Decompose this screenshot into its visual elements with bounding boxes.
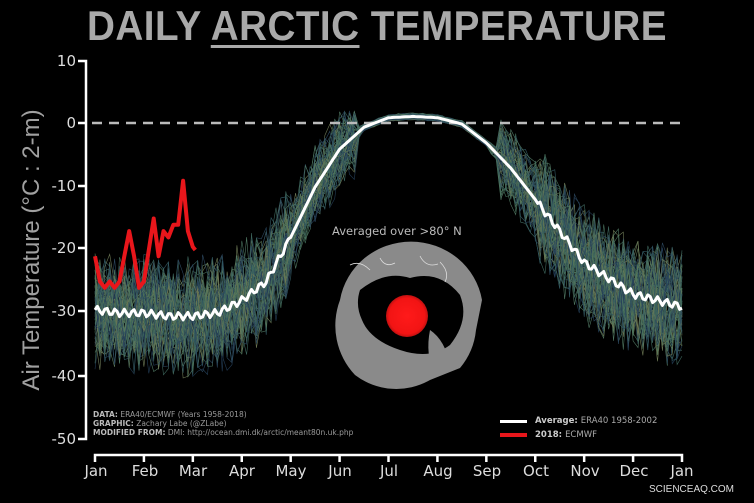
title-underlined: ARCTIC (210, 2, 360, 49)
watermark: SCIENCEAQ.COM (648, 484, 734, 495)
x-tick-label: Nov (570, 462, 600, 480)
average-line (93, 114, 683, 322)
y-tick-label: -40 (51, 367, 77, 385)
legend-swatch-average (500, 419, 527, 423)
y-axis-line (78, 59, 88, 441)
x-tick-label: Feb (131, 462, 159, 480)
legend: Average: ERA40 1958-2002 2018: ECMWF (500, 414, 657, 442)
legend-swatch-2018 (500, 433, 527, 437)
x-tick-label: Jul (379, 462, 399, 480)
x-tick-label: May (275, 462, 307, 480)
x-tick-label: Mar (178, 462, 208, 480)
y-axis-ticks (78, 121, 86, 378)
arctic-map (335, 241, 482, 389)
legend-item-average: Average: ERA40 1958-2002 (500, 414, 657, 428)
x-tick-label: Dec (619, 462, 649, 480)
x-tick-label: Jan (84, 462, 108, 480)
x-tick-label: Sep (472, 462, 502, 480)
x-axis-ticks (142, 455, 635, 462)
credits-block: DATA: ERA40/ECMWF (Years 1958-2018) GRAP… (93, 410, 353, 437)
y-tick-label: 10 (56, 52, 76, 70)
map-annotation: Averaged over >80° N (332, 224, 462, 238)
credits-modified: MODIFIED FROM: DMI: http://ocean.dmi.dk/… (93, 428, 354, 437)
credits-data: DATA: ERA40/ECMWF (Years 1958-2018) (93, 410, 247, 419)
region-marker-circle (386, 295, 428, 337)
y-tick-label: -20 (51, 239, 77, 257)
x-tick-label: Oct (523, 462, 549, 480)
y-tick-label: -30 (51, 302, 77, 320)
title-suffix: TEMPERATURE (370, 2, 667, 49)
y-tick-label: -50 (51, 430, 77, 448)
title-prefix: DAILY (87, 2, 201, 49)
x-tick-label: Apr (229, 462, 255, 480)
y-tick-label: -10 (51, 177, 77, 195)
legend-item-2018: 2018: ECMWF (500, 428, 657, 442)
x-tick-label: Jan (670, 462, 694, 480)
chart-title: DAILY ARCTIC TEMPERATURE (30, 2, 724, 50)
y-tick-label: 0 (66, 114, 76, 132)
x-tick-label: Aug (423, 462, 453, 480)
credits-graphic: GRAPHIC: Zachary Labe (@ZLabe) (93, 419, 227, 428)
2018-line (93, 178, 197, 290)
x-tick-label: Jun (328, 462, 352, 480)
